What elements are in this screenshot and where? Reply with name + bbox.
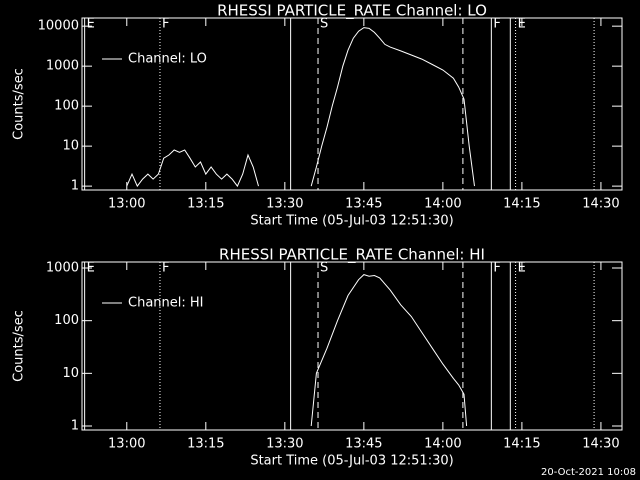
y-axis-label: Counts/sec bbox=[12, 310, 27, 382]
event-label: S bbox=[320, 261, 328, 276]
x-tick-label: 13:00 bbox=[108, 197, 145, 212]
plot-frame bbox=[81, 261, 623, 431]
x-tick-label: 13:45 bbox=[345, 437, 382, 452]
legend-label: Channel: LO bbox=[128, 52, 207, 67]
y-tick-label: 1 bbox=[71, 419, 79, 434]
y-tick-label: 1000 bbox=[46, 261, 79, 276]
legend-label: Channel: HI bbox=[128, 296, 204, 311]
event-label: F bbox=[493, 17, 500, 32]
y-tick-label: 10000 bbox=[38, 19, 79, 34]
x-tick-label: 13:15 bbox=[187, 437, 224, 452]
x-tick-label: 13:30 bbox=[266, 437, 303, 452]
event-label: S bbox=[320, 17, 328, 32]
event-label: E bbox=[87, 261, 95, 276]
y-tick-label: 10 bbox=[62, 139, 79, 154]
x-tick-label: 13:45 bbox=[345, 197, 382, 212]
y-tick-label: 1000 bbox=[46, 59, 79, 74]
x-tick-label: 14:15 bbox=[503, 437, 540, 452]
y-tick-label: 100 bbox=[54, 99, 79, 114]
y-tick-label: 1 bbox=[71, 179, 79, 194]
x-tick-label: 14:00 bbox=[424, 437, 461, 452]
chart-title: RHESSI PARTICLE_RATE Channel: LO bbox=[217, 2, 487, 21]
x-axis-label: Start Time (05-Jul-03 12:51:30) bbox=[250, 454, 453, 469]
x-tick-label: 14:15 bbox=[503, 197, 540, 212]
x-tick-label: 13:30 bbox=[266, 197, 303, 212]
y-axis-label: Counts/sec bbox=[12, 68, 27, 140]
data-line bbox=[126, 27, 475, 188]
footer-timestamp: 20-Oct-2021 10:08 bbox=[541, 467, 636, 478]
y-tick-label: 100 bbox=[54, 313, 79, 328]
event-label: F bbox=[493, 261, 500, 276]
y-tick-label: 10 bbox=[62, 366, 79, 381]
x-tick-label: 13:00 bbox=[108, 437, 145, 452]
event-label: F bbox=[162, 17, 169, 32]
data-line bbox=[310, 274, 468, 427]
x-axis-label: Start Time (05-Jul-03 12:51:30) bbox=[250, 214, 453, 229]
x-tick-label: 13:15 bbox=[187, 197, 224, 212]
x-tick-label: 14:30 bbox=[582, 437, 619, 452]
x-tick-label: 14:30 bbox=[582, 197, 619, 212]
event-label: F bbox=[162, 261, 169, 276]
event-label: E bbox=[518, 17, 526, 32]
plot-frame bbox=[81, 17, 623, 191]
event-label: E bbox=[87, 17, 95, 32]
event-label: E bbox=[518, 261, 526, 276]
x-tick-label: 14:00 bbox=[424, 197, 461, 212]
chart-title: RHESSI PARTICLE_RATE Channel: HI bbox=[219, 246, 485, 265]
